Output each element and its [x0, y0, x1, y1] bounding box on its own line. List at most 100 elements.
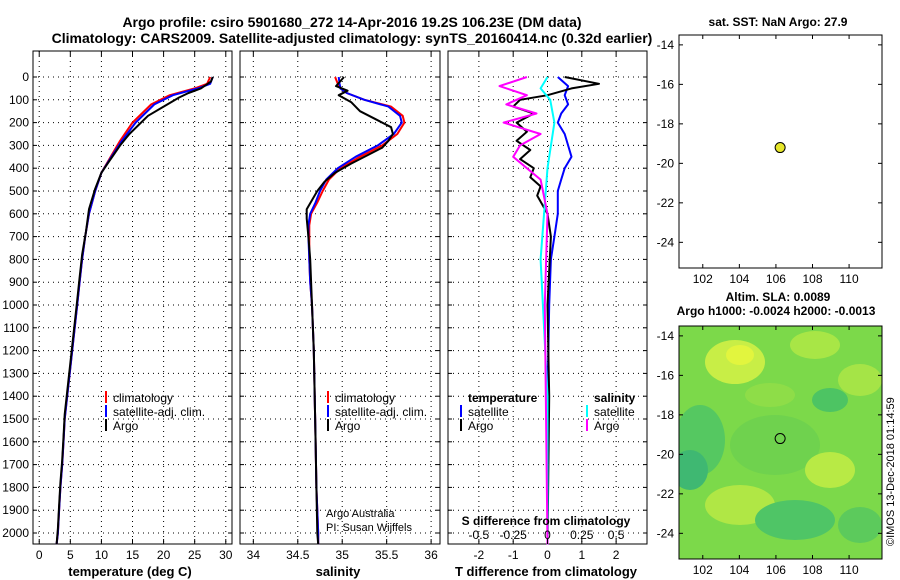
x-tick-label: 34.5: [286, 548, 310, 562]
s-difference-axis-label: S difference from climatology: [462, 514, 631, 528]
x-tick-label: 35.5: [375, 548, 399, 562]
temperature-x-axis-label: temperature (deg C): [68, 564, 192, 579]
salinity-profile-lines: [305, 76, 406, 545]
sst-map-marker-layer: [774, 142, 786, 154]
depth-tick-label: 100: [9, 93, 29, 107]
x-tick-label: 20: [157, 548, 171, 562]
legend-satellite-swatch: [105, 405, 107, 417]
legend-s-satellite-label: satellite: [594, 405, 635, 419]
depth-tick-label: 1800: [2, 480, 29, 494]
salinity-difference-ticks: -0.5 -0.25 0 0.25 0.5: [469, 528, 625, 542]
salinity-grid: [240, 51, 440, 544]
s-difference-tick-label: 0.25: [570, 528, 594, 542]
credit-pi-name: PI: Susan Wijffels: [326, 522, 412, 534]
sst-map-title: sat. SST: NaN Argo: 27.9: [709, 15, 848, 29]
map-y-tick-label: -22: [657, 196, 675, 210]
s-difference-tick-label: 0: [544, 528, 551, 542]
difference-panel: -2 -1 0 1 2 T difference from climatology S …: [447, 50, 648, 579]
legend-salinity-title: salinity: [594, 391, 636, 405]
depth-tick-label: 1200: [2, 344, 29, 358]
map-x-tick-label: 110: [840, 563, 859, 577]
depth-tick-label: 200: [9, 116, 29, 130]
temperature-x-ticks: 0 5 10 15 20 25 30: [36, 51, 233, 562]
map-y-tick-label: -18: [657, 117, 675, 131]
x-tick-label: 34: [247, 548, 261, 562]
map-y-tick-label: -24: [657, 526, 675, 540]
x-tick-label: 36: [424, 548, 438, 562]
temperature-panel: 0 5 10 15 20 25 30 0 100 200 300 400 500 600 700 800 90…: [2, 50, 233, 579]
map-y-tick-label: -20: [657, 447, 675, 461]
legend-t-satellite-label: satellite: [468, 405, 509, 419]
x-tick-label: 15: [126, 548, 140, 562]
series-line-temperature-satellite: [546, 76, 573, 545]
depth-tick-label: 1000: [2, 298, 29, 312]
map-y-tick-label: -24: [657, 235, 675, 249]
depth-tick-label: 1600: [2, 435, 29, 449]
x-tick-label: 0: [544, 548, 551, 562]
legend-s-satellite-swatch: [586, 405, 588, 417]
series-line-temperature-argo: [512, 76, 600, 545]
x-tick-label: 25: [188, 548, 202, 562]
depth-tick-label: 2000: [2, 526, 29, 540]
depth-tick-label: 800: [9, 252, 29, 266]
depth-tick-label: 1400: [2, 389, 29, 403]
depth-tick-label: 700: [9, 230, 29, 244]
legend-s-argo-swatch: [586, 419, 588, 431]
series-line-argo: [55, 76, 214, 545]
map-x-tick-label: 108: [802, 563, 822, 577]
map-y-tick-label: -16: [657, 77, 675, 91]
x-tick-label: 35: [336, 548, 350, 562]
x-tick-label: -1: [508, 548, 519, 562]
x-tick-label: 30: [219, 548, 233, 562]
depth-tick-label: 500: [9, 184, 29, 198]
depth-tick-label: 400: [9, 161, 29, 175]
map-x-tick-label: 106: [766, 272, 786, 286]
legend-s-argo-label: Argo: [594, 419, 620, 433]
map-x-tick-label: 104: [729, 563, 749, 577]
temperature-plot-frame: [32, 50, 233, 545]
depth-tick-label: 1100: [3, 321, 29, 335]
s-difference-tick-label: 0.5: [608, 528, 625, 542]
difference-profile-lines: [498, 76, 600, 545]
depth-tick-label: 0: [22, 70, 29, 84]
x-tick-label: 1: [578, 548, 585, 562]
map-y-tick-label: -16: [657, 368, 675, 382]
legend-argo-swatch: [105, 419, 107, 431]
map-x-tick-label: 110: [840, 272, 859, 286]
legend-t-argo-swatch: [460, 419, 462, 431]
legend-climatology-swatch: [105, 391, 107, 403]
figure-title-line2: Climatology: CARS2009. Satellite-adjuste…: [52, 30, 653, 46]
legend-t-satellite-swatch: [460, 405, 462, 417]
sla-map-panel: Altim. SLA: 0.0089 Argo h1000: -0.0024 h…: [657, 290, 883, 577]
legend-satellite-label: satellite-adj. clim.: [113, 405, 205, 419]
sla-heatmap: [679, 326, 882, 559]
x-tick-label: 10: [95, 548, 109, 562]
argo-position-marker: [774, 142, 786, 154]
x-tick-label: 0: [36, 548, 43, 562]
imos-timestamp: ©IMOS 13-Dec-2018 01:14:59: [885, 397, 897, 546]
credit-argo-australia: Argo Australia: [326, 508, 395, 520]
temperature-legend: climatology satellite-adj. clim. Argo: [105, 391, 205, 433]
depth-tick-label: 1900: [2, 503, 29, 517]
depth-tick-label: 1300: [2, 366, 29, 380]
s-difference-tick-label: -0.5: [469, 528, 490, 542]
series-line-climatology: [308, 76, 406, 545]
legend-argo-label: Argo: [335, 419, 361, 433]
temperature-grid: [33, 51, 232, 544]
sla-map-ticks: -14 -16 -18 -20 -22 -24 102 104 106 108 110: [657, 326, 882, 577]
map-x-tick-label: 104: [729, 272, 749, 286]
sla-map-marker-layer: [774, 433, 786, 445]
map-y-tick-label: -22: [657, 487, 675, 501]
depth-tick-label: 900: [9, 275, 29, 289]
series-line-salinity-argo: [498, 76, 549, 545]
map-x-tick-label: 106: [766, 563, 786, 577]
legend-argo-swatch: [327, 419, 329, 431]
map-x-tick-label: 108: [802, 272, 822, 286]
map-y-tick-label: -14: [657, 329, 675, 343]
series-line-argo: [305, 76, 394, 545]
map-x-tick-label: 102: [693, 272, 713, 286]
depth-tick-label: 300: [9, 138, 29, 152]
map-y-tick-label: -18: [657, 408, 675, 422]
sla-map-title: Altim. SLA: 0.0089: [726, 290, 831, 304]
